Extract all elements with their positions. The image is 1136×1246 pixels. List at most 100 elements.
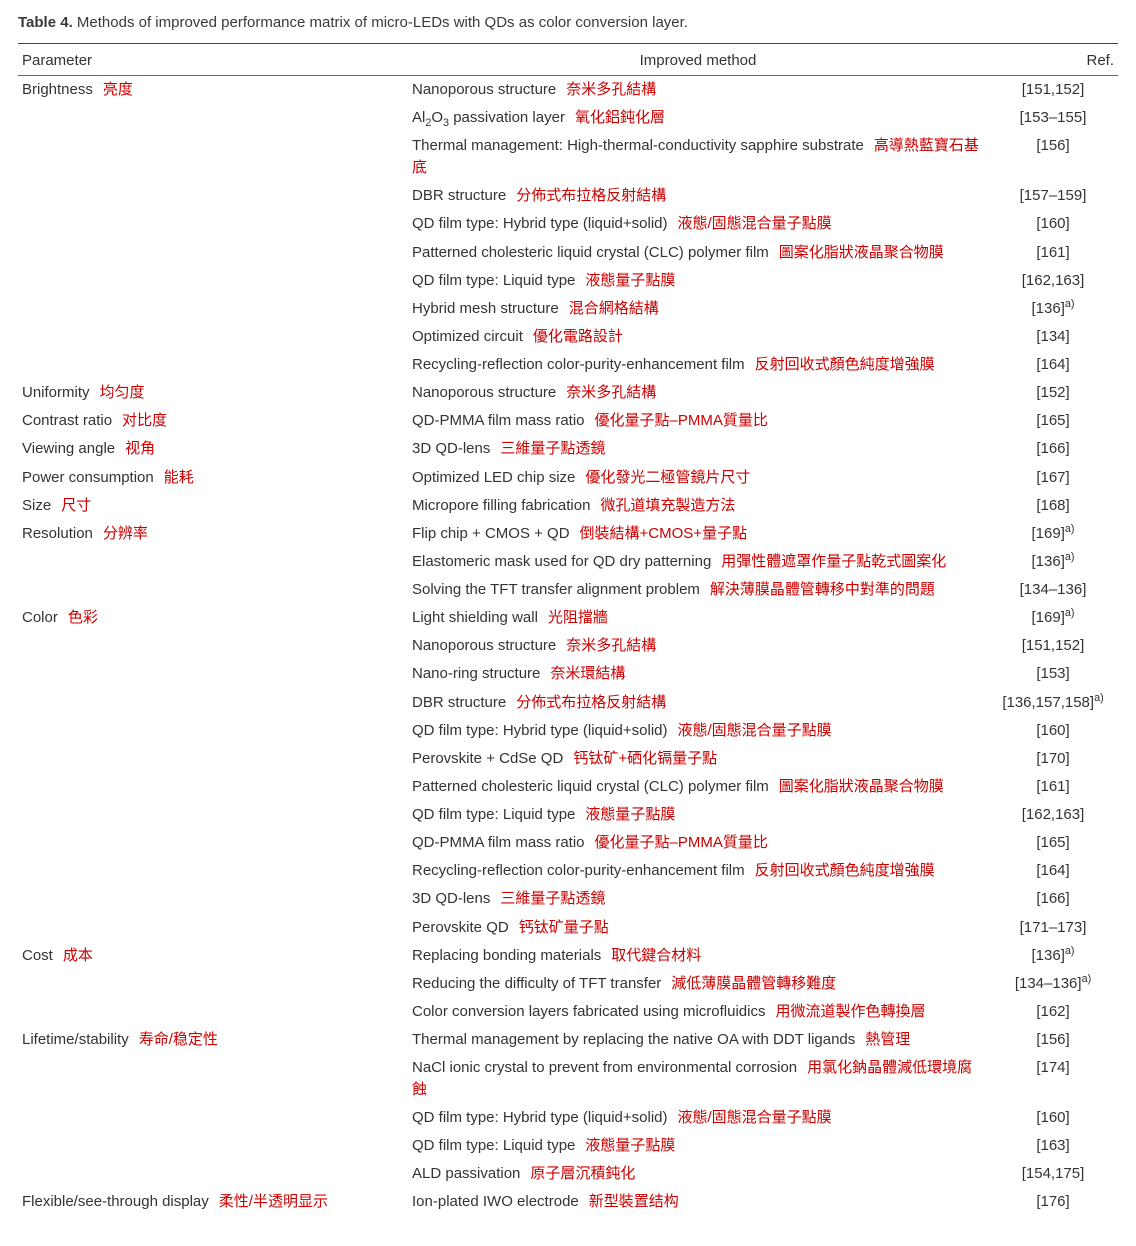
cell-method: Nanoporous structure奈米多孔結構 — [408, 632, 988, 660]
header-parameter: Parameter — [18, 44, 408, 76]
cell-parameter — [18, 238, 408, 266]
cell-reference: [136,157,158]a) — [988, 688, 1118, 716]
table-row: ALD passivation原子層沉積鈍化[154,175] — [18, 1160, 1118, 1188]
caption-text: Methods of improved performance matrix o… — [73, 14, 688, 31]
table-row: Nano-ring structure奈米環結構[153] — [18, 660, 1118, 688]
cell-parameter — [18, 323, 408, 351]
cell-method: QD film type: Liquid type液態量子點膜 — [408, 801, 988, 829]
table-row: Color conversion layers fabricated using… — [18, 998, 1118, 1026]
cell-method: QD film type: Hybrid type (liquid+solid)… — [408, 717, 988, 745]
table-row: Size尺寸Micropore filling fabrication微孔道填充… — [18, 492, 1118, 520]
table-body: Brightness亮度Nanoporous structure奈米多孔結構[1… — [18, 76, 1118, 1217]
cell-method: QD film type: Hybrid type (liquid+solid)… — [408, 1104, 988, 1132]
cell-reference: [134] — [988, 323, 1118, 351]
cell-parameter: Cost成本 — [18, 942, 408, 970]
cell-parameter: Power consumption能耗 — [18, 463, 408, 491]
cell-reference: [169]a) — [988, 604, 1118, 632]
table-row: QD film type: Liquid type液態量子點膜[162,163] — [18, 267, 1118, 295]
cell-method: Perovskite + CdSe QD钙钛矿+硒化镉量子點 — [408, 745, 988, 773]
cell-parameter: Size尺寸 — [18, 492, 408, 520]
cell-reference: [166] — [988, 885, 1118, 913]
cell-parameter — [18, 745, 408, 773]
table-row: Patterned cholesteric liquid crystal (CL… — [18, 238, 1118, 266]
table-row: Perovskite QD钙钛矿量子點[171–173] — [18, 913, 1118, 941]
cell-parameter — [18, 885, 408, 913]
cell-method: Nano-ring structure奈米環結構 — [408, 660, 988, 688]
cell-reference: [136]a) — [988, 942, 1118, 970]
cell-reference: [162] — [988, 998, 1118, 1026]
cell-reference: [168] — [988, 492, 1118, 520]
cell-method: Nanoporous structure奈米多孔結構 — [408, 379, 988, 407]
cell-method: DBR structure分佈式布拉格反射結構 — [408, 688, 988, 716]
cell-reference: [171–173] — [988, 913, 1118, 941]
table-row: Recycling-reflection color-purity-enhanc… — [18, 351, 1118, 379]
cell-method: Micropore filling fabrication微孔道填充製造方法 — [408, 492, 988, 520]
table-row: Cost成本Replacing bonding materials取代鍵合材料[… — [18, 942, 1118, 970]
cell-parameter — [18, 1132, 408, 1160]
cell-parameter — [18, 104, 408, 132]
cell-parameter — [18, 913, 408, 941]
table-row: Contrast ratio对比度QD-PMMA film mass ratio… — [18, 407, 1118, 435]
cell-method: DBR structure分佈式布拉格反射結構 — [408, 182, 988, 210]
table-row: Power consumption能耗Optimized LED chip si… — [18, 463, 1118, 491]
table-row: Patterned cholesteric liquid crystal (CL… — [18, 773, 1118, 801]
cell-parameter: Flexible/see-through display柔性/半透明显示 — [18, 1188, 408, 1216]
table-row: DBR structure分佈式布拉格反射結構[136,157,158]a) — [18, 688, 1118, 716]
cell-reference: [160] — [988, 210, 1118, 238]
cell-reference: [162,163] — [988, 801, 1118, 829]
cell-reference: [161] — [988, 773, 1118, 801]
cell-reference: [164] — [988, 351, 1118, 379]
cell-reference: [165] — [988, 829, 1118, 857]
cell-method: Optimized circuit優化電路設計 — [408, 323, 988, 351]
cell-parameter: Color色彩 — [18, 604, 408, 632]
cell-reference: [163] — [988, 1132, 1118, 1160]
table-caption: Table 4. Methods of improved performance… — [18, 14, 1118, 31]
cell-method: QD-PMMA film mass ratio優化量子點–PMMA質量比 — [408, 407, 988, 435]
cell-method: QD film type: Liquid type液態量子點膜 — [408, 1132, 988, 1160]
cell-reference: [136]a) — [988, 548, 1118, 576]
table-row: Reducing the difficulty of TFT transfer減… — [18, 970, 1118, 998]
cell-reference: [174] — [988, 1054, 1118, 1104]
cell-parameter — [18, 801, 408, 829]
cell-parameter: Contrast ratio对比度 — [18, 407, 408, 435]
cell-parameter — [18, 970, 408, 998]
cell-parameter — [18, 717, 408, 745]
performance-table: Parameter Improved method Ref. Brightnes… — [18, 43, 1118, 1216]
cell-method: Hybrid mesh structure混合網格結構 — [408, 295, 988, 323]
cell-method: QD film type: Hybrid type (liquid+solid)… — [408, 210, 988, 238]
cell-method: 3D QD-lens三維量子點透鏡 — [408, 885, 988, 913]
cell-method: Nanoporous structure奈米多孔結構 — [408, 76, 988, 105]
cell-parameter — [18, 688, 408, 716]
table-row: QD film type: Liquid type液態量子點膜[162,163] — [18, 801, 1118, 829]
table-row: Resolution分辨率Flip chip + CMOS + QD倒裝結構+C… — [18, 520, 1118, 548]
cell-parameter — [18, 210, 408, 238]
cell-parameter — [18, 548, 408, 576]
cell-method: Thermal management by replacing the nati… — [408, 1026, 988, 1054]
cell-method: Flip chip + CMOS + QD倒裝結構+CMOS+量子點 — [408, 520, 988, 548]
cell-method: Patterned cholesteric liquid crystal (CL… — [408, 773, 988, 801]
cell-parameter — [18, 295, 408, 323]
cell-method: Light shielding wall光阻擋牆 — [408, 604, 988, 632]
cell-parameter: Viewing angle视角 — [18, 435, 408, 463]
cell-parameter: Uniformity均匀度 — [18, 379, 408, 407]
cell-parameter — [18, 576, 408, 604]
cell-method: QD film type: Liquid type液態量子點膜 — [408, 267, 988, 295]
cell-method: Al2O3 passivation layer氧化鋁鈍化層 — [408, 104, 988, 132]
cell-reference: [167] — [988, 463, 1118, 491]
cell-parameter: Brightness亮度 — [18, 76, 408, 105]
cell-parameter — [18, 267, 408, 295]
cell-method: Optimized LED chip size優化發光二極管鏡片尺寸 — [408, 463, 988, 491]
cell-reference: [160] — [988, 1104, 1118, 1132]
cell-reference: [151,152] — [988, 76, 1118, 105]
cell-reference: [152] — [988, 379, 1118, 407]
table-row: QD film type: Liquid type液態量子點膜[163] — [18, 1132, 1118, 1160]
cell-reference: [166] — [988, 435, 1118, 463]
cell-reference: [162,163] — [988, 267, 1118, 295]
cell-reference: [134–136] — [988, 576, 1118, 604]
table-row: Perovskite + CdSe QD钙钛矿+硒化镉量子點[170] — [18, 745, 1118, 773]
table-row: Hybrid mesh structure混合網格結構[136]a) — [18, 295, 1118, 323]
cell-method: Recycling-reflection color-purity-enhanc… — [408, 857, 988, 885]
header-method: Improved method — [408, 44, 988, 76]
cell-parameter — [18, 1054, 408, 1104]
cell-method: Color conversion layers fabricated using… — [408, 998, 988, 1026]
